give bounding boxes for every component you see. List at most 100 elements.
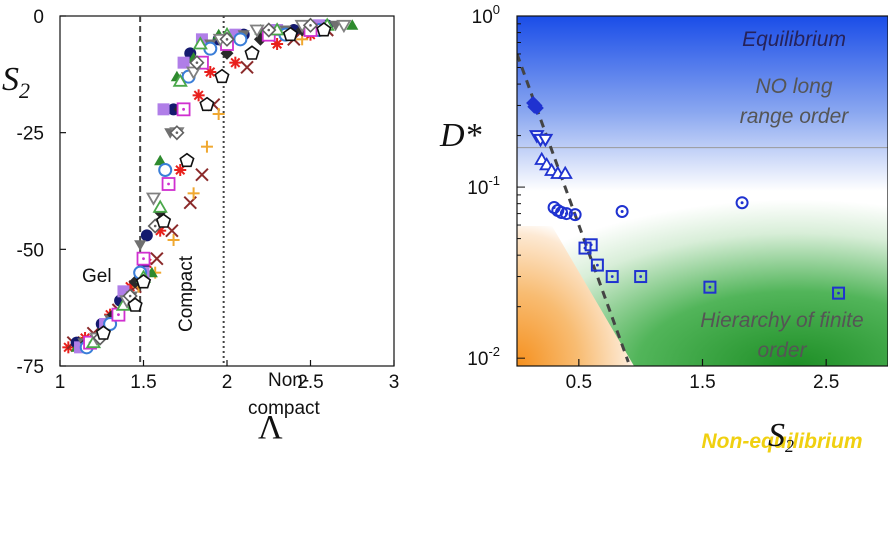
series-circle-dot (547, 196, 749, 222)
left-ylabel-main: S (2, 61, 19, 98)
annotation-no-long-line1: NO long (755, 75, 832, 98)
right-xlabel-sub: 2 (785, 436, 794, 456)
data-point-circle-dot (559, 207, 573, 221)
data-point-triangle-down-open-gray (336, 19, 352, 34)
dashed-phase-boundary (517, 53, 630, 363)
data-point-star-red (192, 89, 205, 102)
annotation-equilibrium: Equilibrium (742, 28, 846, 51)
data-point-diamond-filled (527, 99, 542, 114)
annotation-hierarchy-line1: Hierarchy of finite (700, 309, 863, 332)
data-point-square-dot (832, 286, 846, 300)
data-point-pentagon-open-black (199, 96, 215, 112)
data-point-plus-orange (167, 234, 180, 246)
right-ytick-label: 10-2 (467, 344, 500, 370)
annotation-nonequilibrium: Non-equilibrium (702, 430, 863, 453)
data-point-star-red (229, 56, 242, 69)
data-point-diamond-open-gray (219, 31, 235, 47)
data-point-plus-orange (212, 108, 225, 120)
series-diamond-filled (526, 96, 544, 115)
data-point-triangle-down-gray (134, 240, 147, 251)
data-point-circle-open-blue (233, 32, 248, 47)
left-data-points (62, 17, 359, 355)
data-point-pentagon-open-black (127, 297, 143, 312)
data-point-pentagon-open-black (282, 26, 299, 42)
data-point-x-brown (240, 60, 254, 75)
left-y-tick-labels: 0 -25 -50 -75 (17, 7, 44, 378)
left-ytick-label: 0 (33, 7, 44, 28)
data-point-circle-dot (568, 208, 582, 222)
data-point-triangle-down-open-gray (185, 66, 202, 80)
data-point-diamond-open-gray (189, 55, 205, 71)
right-xlabel-main: S (768, 417, 785, 454)
left-ylabel-sub: 2 (19, 78, 30, 103)
left-xtick-label: 3 (389, 372, 400, 393)
data-point-square-dot (634, 270, 648, 284)
data-point-pentagon-open-black (244, 45, 260, 60)
bg-equilibrium-blue (517, 16, 888, 191)
data-point-pentagon-open-black (179, 152, 195, 168)
right-ytick-exponent: 0 (493, 2, 500, 17)
series-triangle-down-open (528, 130, 554, 148)
left-y-axis-label: S2 (2, 61, 30, 103)
data-point-circle-navy (140, 229, 153, 242)
data-point-diamond-open-gray (302, 17, 319, 33)
data-point-pentagon-open-black (95, 325, 112, 340)
data-point-triangle-open-green (152, 199, 168, 213)
data-point-square-dot (584, 238, 598, 252)
data-point-triangle-down-open (537, 133, 554, 148)
data-point-square-open-magenta (136, 251, 151, 266)
left-xtick-label: 1 (55, 372, 66, 393)
data-point-pentagon-open-black (135, 274, 152, 289)
data-point-pentagon-open-black (214, 68, 230, 84)
data-point-square-dot (605, 270, 619, 284)
data-point-square-dot (590, 258, 604, 272)
data-point-x-brown (150, 251, 164, 266)
data-point-square-open-magenta (161, 177, 176, 191)
right-y-axis-label: D* (439, 117, 482, 154)
svg-text:S2: S2 (2, 61, 30, 103)
data-point-square-purple (117, 285, 130, 298)
data-point-circle-dot (615, 204, 629, 218)
data-point-square-purple (177, 56, 190, 69)
data-point-triangle-down-open-gray (145, 192, 162, 206)
data-point-square-dot (703, 280, 717, 294)
region-label-compact: Compact (176, 255, 197, 332)
left-chart: 0 -25 -50 -75 1 1.5 2 2.5 3 Gel Compact Non- co… (2, 7, 399, 446)
svg-text:S2: S2 (768, 417, 794, 456)
annotation-hierarchy-line2: order (757, 339, 807, 362)
right-ytick-label: 10-1 (467, 173, 500, 199)
right-tick-marks (517, 15, 827, 366)
left-ytick-label: -75 (17, 357, 44, 378)
data-point-pentagon-open-black (155, 213, 172, 228)
data-point-triangle-green (154, 154, 167, 166)
annotation-no-long-line2: range order (740, 105, 850, 128)
series-triangle-open (534, 151, 573, 179)
series-square-dot (578, 238, 846, 300)
left-xtick-label: 2.5 (297, 372, 323, 393)
data-point-square-purple (157, 103, 170, 116)
data-point-pentagon-open-black (316, 22, 332, 37)
data-point-circle-dot (735, 196, 749, 210)
data-point-diamond-open-gray (169, 125, 185, 141)
data-point-circle-navy (167, 103, 180, 116)
left-ytick-label: -50 (17, 240, 44, 261)
right-ytick-exponent: -2 (488, 344, 500, 359)
region-label-gel: Gel (82, 266, 112, 287)
right-ytick-label: 100 (472, 2, 500, 28)
bg-nonequilibrium-orange (517, 226, 634, 366)
data-point-plus-orange (200, 140, 213, 153)
left-x-axis-label: Λ (258, 409, 283, 446)
right-x-axis-label: S2 (768, 417, 794, 456)
left-ytick-label: -25 (17, 124, 44, 145)
data-point-diamond-open-gray (261, 22, 277, 38)
data-point-triangle-open-green (172, 73, 188, 87)
data-point-triangle-open-green (192, 36, 208, 50)
left-tick-marks (59, 15, 395, 367)
right-ytick-exponent: -1 (488, 173, 500, 188)
left-x-tick-labels: 1 1.5 2 2.5 3 (55, 372, 400, 393)
right-ytick-base: 10 (467, 178, 488, 199)
right-ytick-base: 10 (467, 349, 488, 370)
